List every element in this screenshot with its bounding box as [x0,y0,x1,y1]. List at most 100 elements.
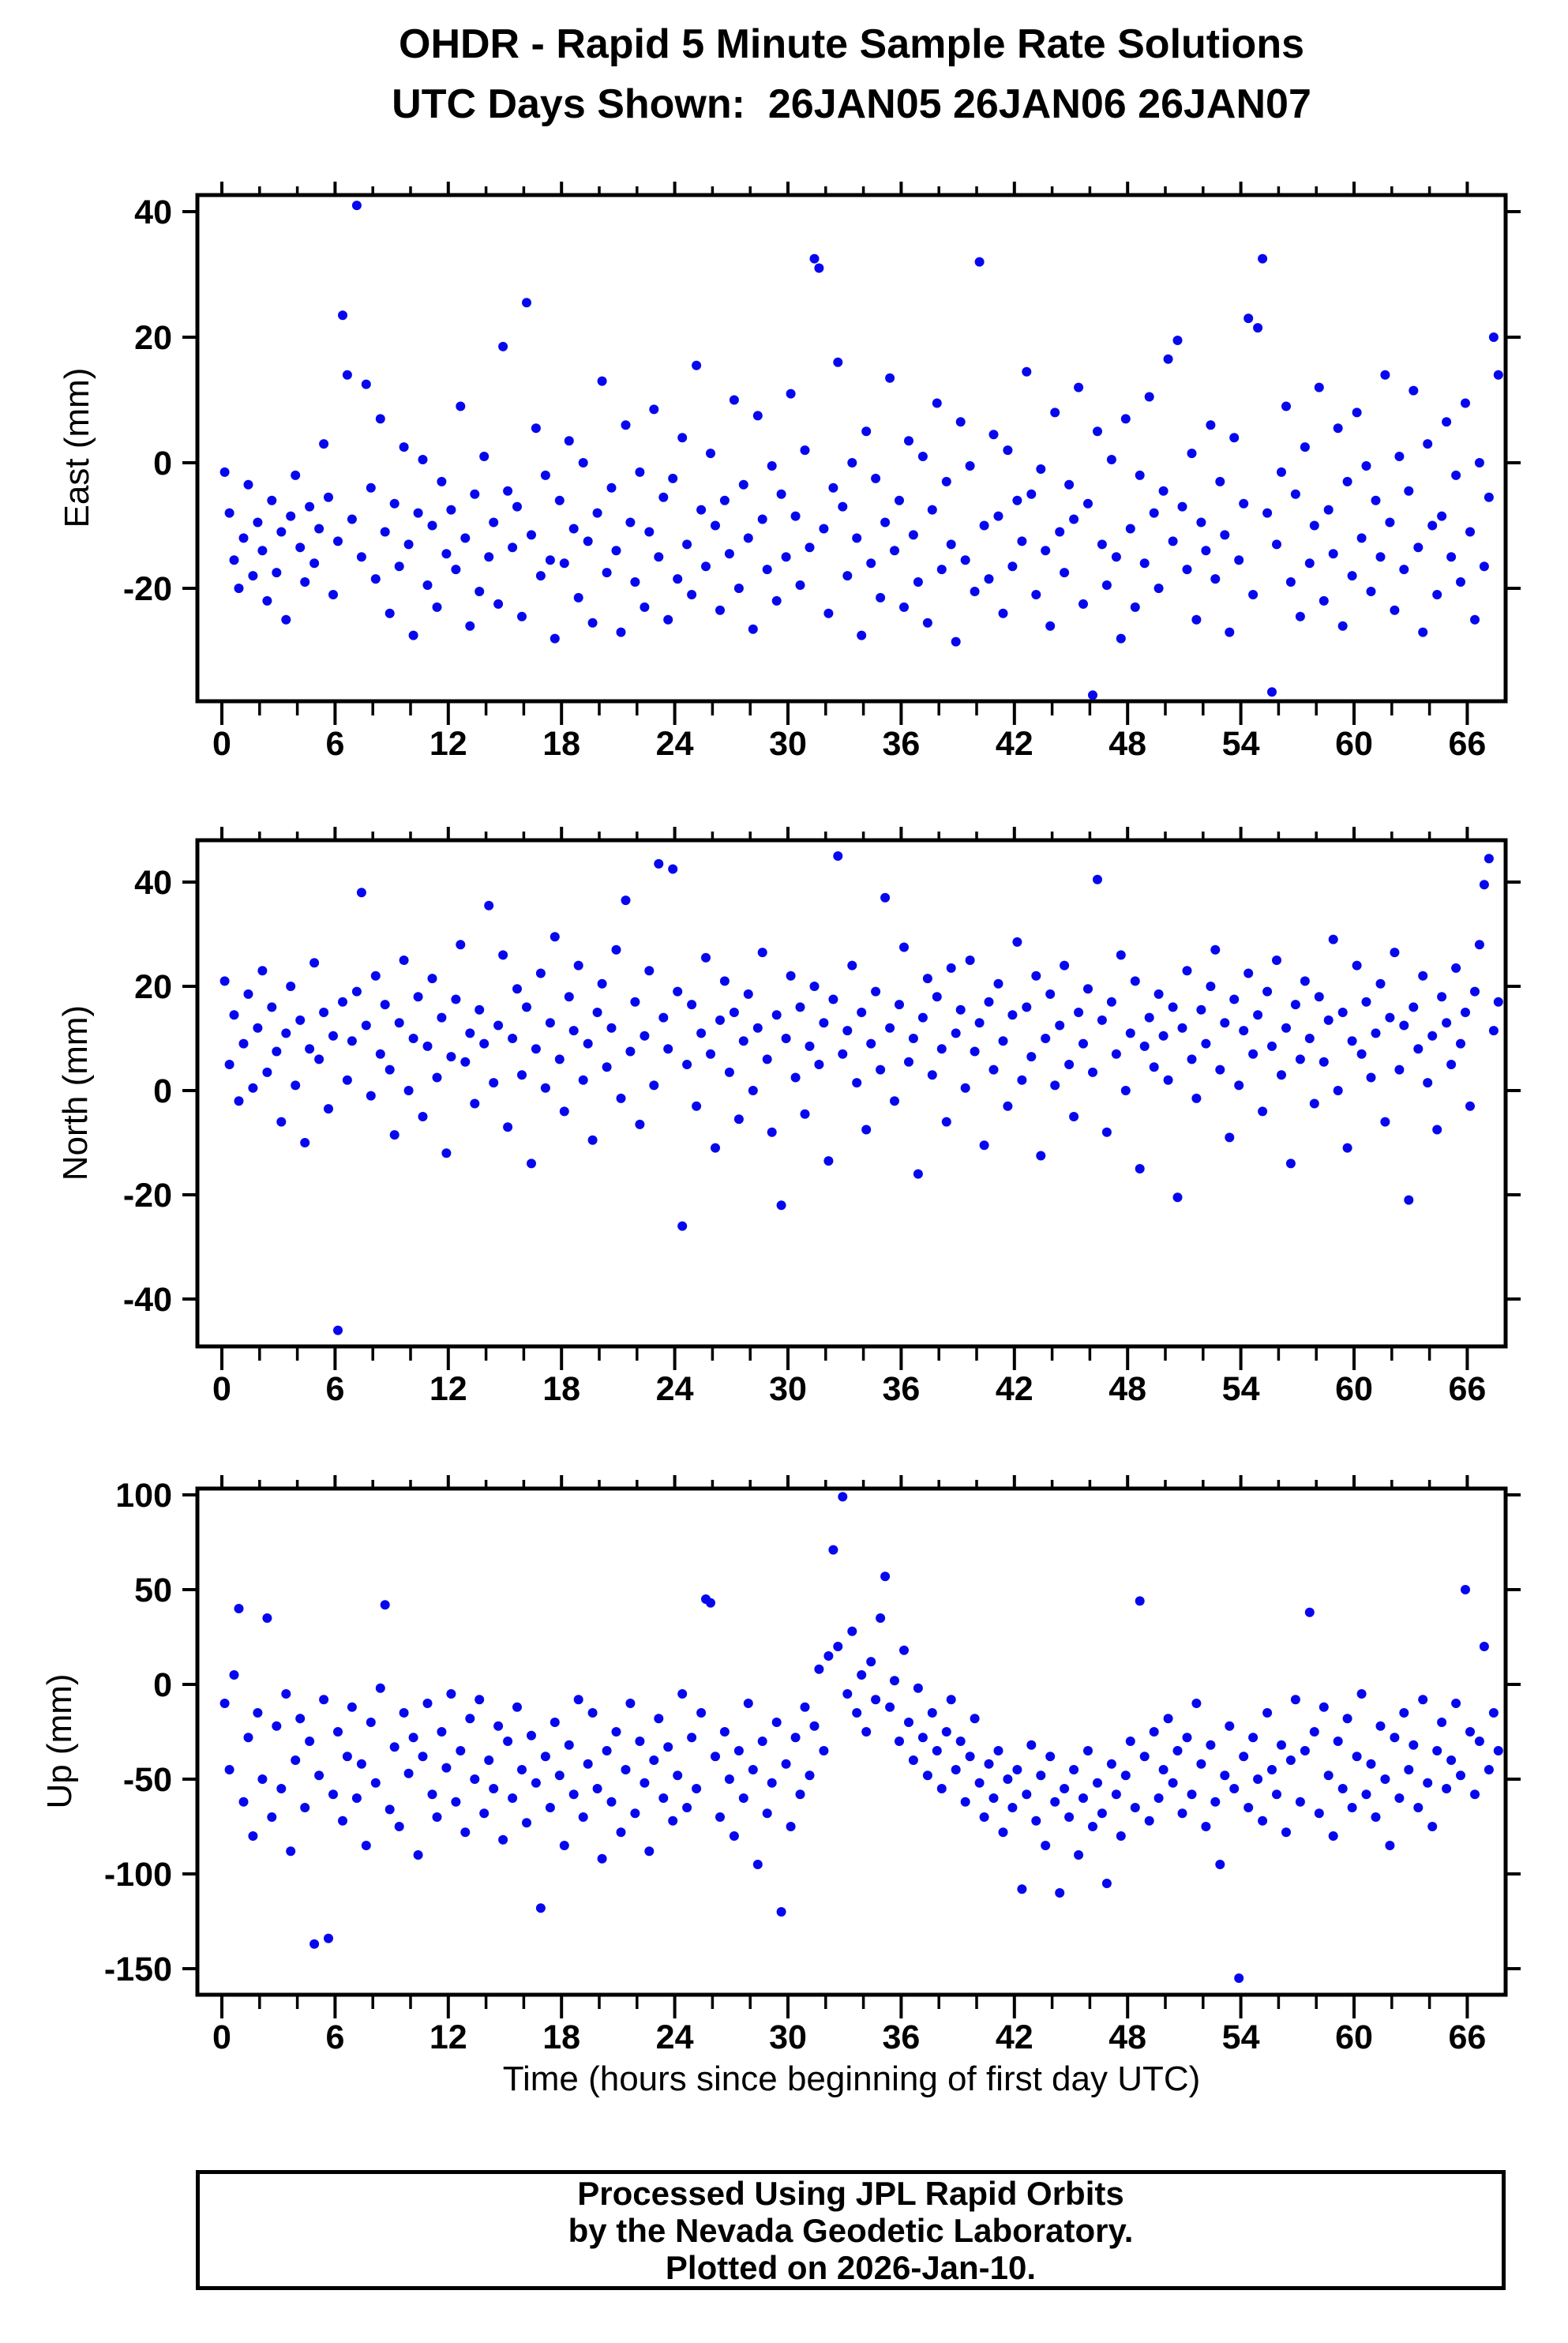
data-point [248,571,258,581]
data-point [687,1733,697,1743]
data-point [568,524,579,534]
data-point [403,1086,414,1095]
data-point [1026,489,1037,499]
data-point [616,627,626,637]
data-point [1390,605,1400,615]
data-point [535,571,546,581]
data-point [512,501,522,512]
data-point [1319,1057,1329,1067]
data-point [1130,1803,1140,1812]
data-point [649,404,659,415]
data-point [451,1797,461,1807]
data-point [1069,1765,1079,1774]
data-point [1328,934,1338,944]
data-point [361,1841,371,1850]
data-point [1074,382,1084,392]
data-point [1399,1020,1409,1031]
data-point [1399,1708,1409,1718]
data-point [663,614,673,625]
data-point [1342,476,1352,486]
data-point [932,398,942,408]
data-point [1153,989,1164,999]
data-point [286,511,296,521]
data-point [460,1057,471,1067]
data-point [1479,561,1489,572]
data-point [1229,1784,1240,1793]
data-point [1267,687,1277,697]
data-point [238,1038,249,1049]
data-point [324,492,333,502]
data-point [1125,524,1135,534]
data-point [1277,467,1286,477]
data-point [1177,1808,1187,1819]
data-point [1210,1797,1221,1807]
data-point [257,546,268,556]
data-point [1206,420,1216,430]
data-point [673,574,683,584]
x-tick-label: 12 [430,2018,467,2056]
data-point [1451,963,1461,973]
data-point [715,605,725,615]
data-point [1470,1789,1480,1800]
data-point [1437,1718,1447,1727]
data-point [1304,558,1315,569]
data-point [1404,1765,1414,1774]
data-point [568,1789,579,1800]
data-point [1074,1008,1084,1017]
data-point [527,1158,536,1169]
data-point [1215,1064,1225,1075]
data-point [701,952,711,963]
data-point [663,1044,673,1054]
data-point [724,1774,734,1784]
data-point [668,1815,678,1826]
data-point [847,1626,857,1636]
data-point [1442,1018,1452,1028]
data-point [1031,971,1041,981]
data-point [545,1018,555,1028]
data-point [748,624,758,634]
data-point [1168,1002,1178,1012]
data-point [522,1002,531,1012]
data-point [805,543,815,553]
data-point [1116,950,1126,960]
y-tick-label: -50 [123,1761,172,1799]
data-point [1088,690,1097,700]
data-point [498,341,508,351]
data-point [229,1010,239,1020]
data-point [941,1727,951,1737]
data-point [1149,1062,1159,1072]
data-point [1012,1765,1022,1774]
data-point [1470,614,1480,625]
data-point [460,1827,471,1838]
data-point [427,974,437,984]
data-point [767,1127,777,1137]
data-point [1045,1752,1056,1762]
data-point [687,590,697,599]
data-point [583,1759,593,1769]
data-point [932,1746,942,1755]
data-point [936,565,947,575]
data-point [776,1200,786,1211]
data-point [262,1067,272,1077]
data-point [842,1689,853,1699]
data-point [1446,1755,1457,1765]
data-point [1262,508,1273,518]
data-point [1277,1070,1286,1080]
data-point [1168,536,1178,546]
data-point [658,1793,669,1803]
data-point [781,552,791,562]
data-point [899,942,909,952]
data-point [1088,1822,1097,1831]
y-tick-label: -20 [123,570,172,608]
data-point [890,546,899,556]
data-point [1135,1596,1145,1606]
data-point [819,524,829,534]
data-point [1493,1746,1503,1755]
data-point [1272,1789,1281,1800]
data-point [403,539,414,550]
data-point [508,543,518,553]
data-point [257,966,268,976]
data-point [767,1778,777,1788]
data-point [527,530,536,540]
data-point [1474,940,1484,950]
